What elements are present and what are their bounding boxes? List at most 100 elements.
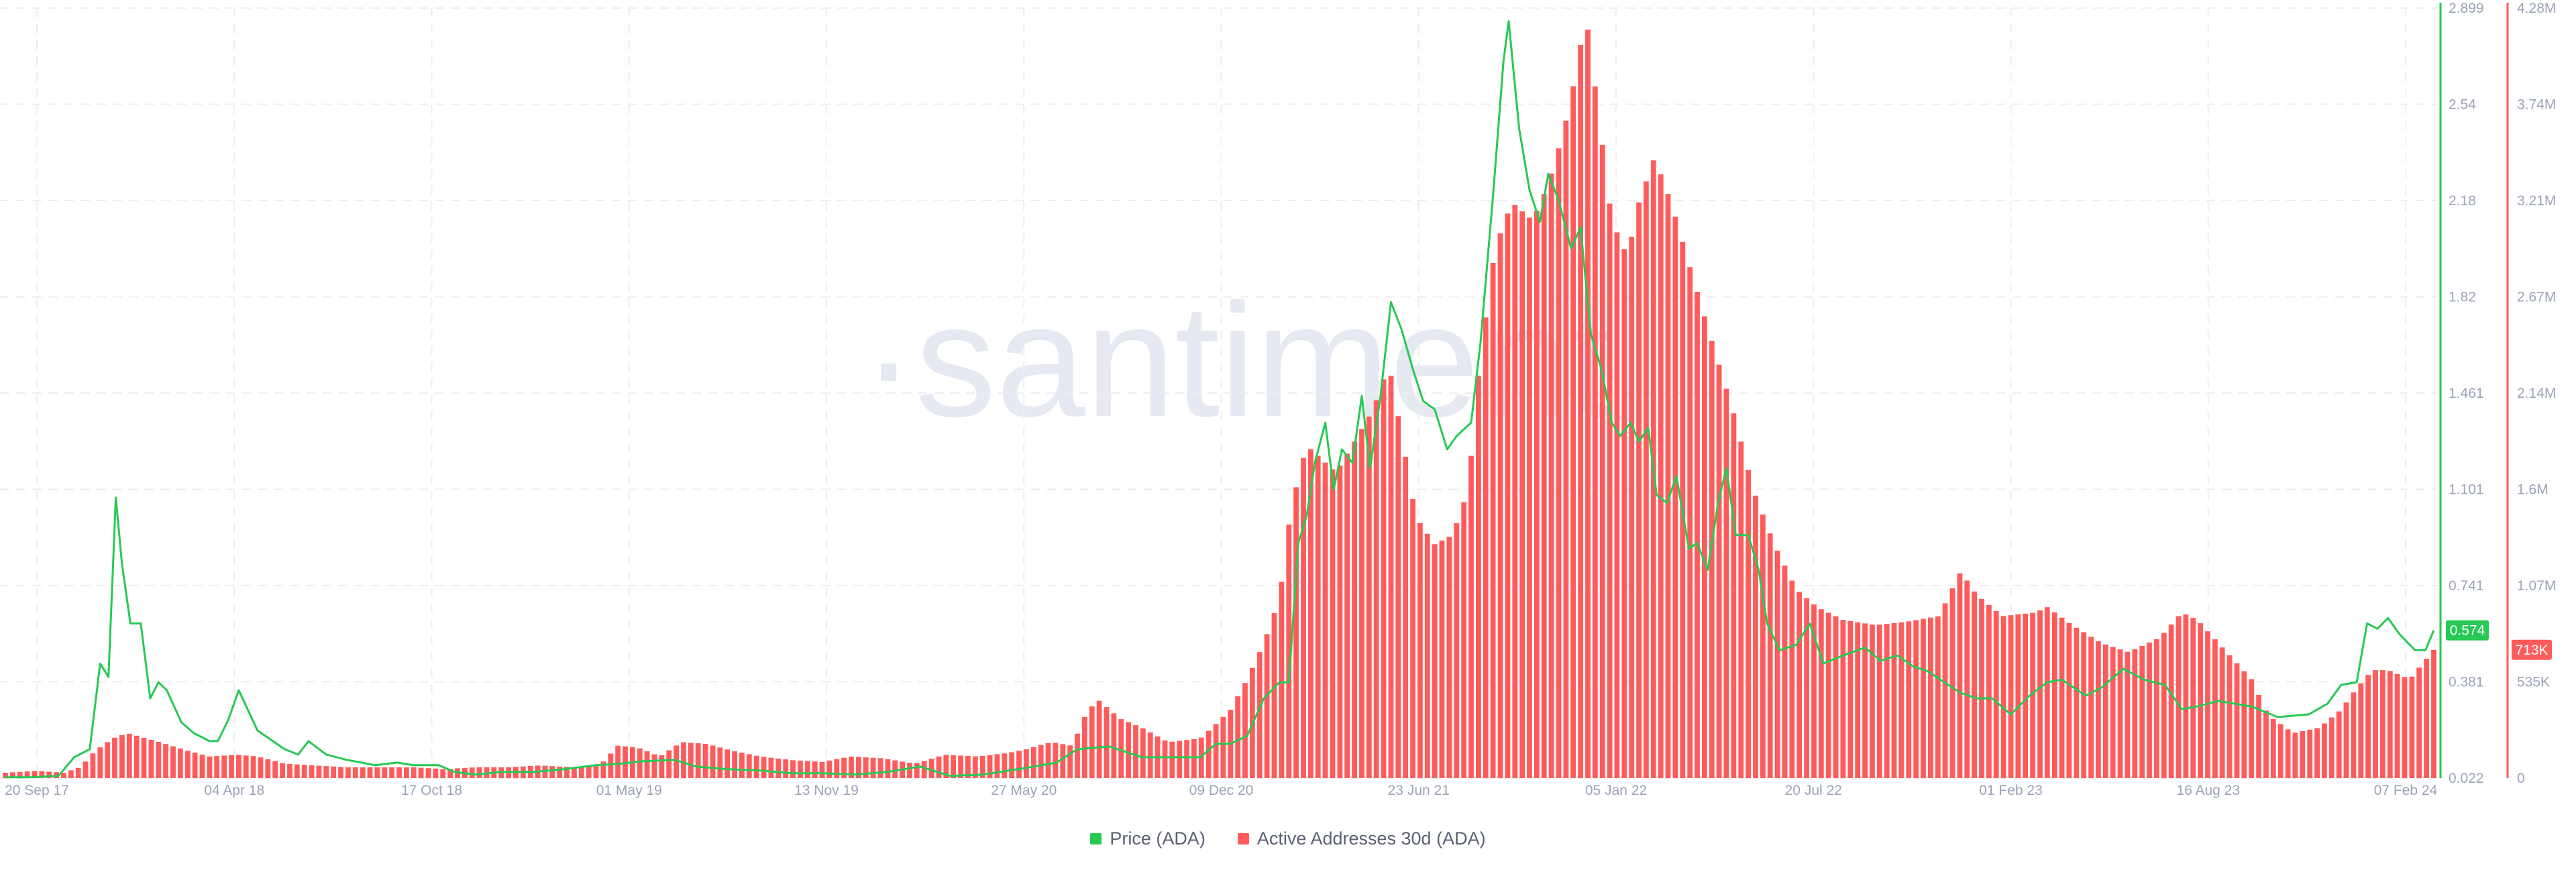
active-addresses-bar: [1016, 751, 1022, 778]
active-addresses-bar: [1870, 624, 1875, 778]
active-addresses-bar: [1840, 620, 1846, 778]
price-axis-tick-label: 2.899: [2449, 1, 2484, 16]
active-addresses-bar: [2409, 676, 2415, 778]
active-addresses-bar: [2088, 637, 2094, 778]
active-addresses-bar: [1906, 621, 1912, 778]
active-addresses-bar: [1796, 592, 1803, 778]
active-addresses-bar: [761, 757, 767, 778]
addresses-axis-tick-label: 1.6M: [2517, 482, 2548, 498]
active-addresses-bar: [1242, 683, 1248, 778]
active-addresses-bar: [294, 764, 300, 778]
active-addresses-bar: [943, 755, 949, 778]
active-addresses-bar: [207, 756, 213, 778]
active-addresses-bar: [1373, 400, 1379, 778]
price-axis-tick-label: 0.381: [2449, 675, 2484, 690]
active-addresses-bar: [1541, 194, 1547, 778]
price-current-badge: [2446, 620, 2489, 641]
x-tick-label: 04 Apr 18: [204, 783, 264, 798]
active-addresses-bar: [2176, 616, 2182, 778]
active-addresses-bar: [1833, 616, 1839, 778]
active-addresses-bar: [1140, 728, 1146, 778]
active-addresses-bar: [710, 745, 716, 778]
active-addresses-bar: [1556, 148, 1562, 778]
active-addresses-bar: [2358, 683, 2364, 778]
active-addresses-bar: [1709, 341, 1715, 778]
active-addresses-bar: [1432, 544, 1438, 778]
legend-swatch-active-addresses: [1237, 832, 1249, 844]
active-addresses-bar: [1024, 749, 1029, 778]
price-axis-tick-label: 2.54: [2449, 97, 2476, 113]
active-addresses-bar: [1002, 753, 1008, 778]
active-addresses-bar: [1410, 499, 1415, 778]
active-addresses-bar: [775, 758, 782, 778]
active-addresses-bar: [914, 763, 920, 778]
active-addresses-bar: [1855, 622, 1861, 778]
active-addresses-bar: [979, 755, 985, 778]
active-addresses-bar: [1403, 456, 1409, 778]
active-addresses-bar: [1454, 523, 1460, 778]
active-addresses-bar: [1111, 713, 1117, 778]
active-addresses-bar: [790, 760, 796, 778]
active-addresses-bar: [1315, 455, 1321, 778]
active-addresses-bar: [1096, 700, 1102, 778]
addresses-axis-tick-label: 4.28M: [2517, 1, 2556, 16]
active-addresses-bar: [849, 756, 854, 778]
active-addresses-bar: [1213, 724, 1219, 778]
active-addresses-bar: [2081, 632, 2087, 778]
x-tick-label: 27 May 20: [991, 783, 1057, 798]
active-addresses-bar: [600, 761, 606, 778]
active-addresses-bar: [572, 767, 577, 778]
active-addresses-bar: [272, 761, 278, 778]
price-axis-tick-label: 0.741: [2449, 578, 2484, 594]
active-addresses-bar: [2336, 711, 2342, 778]
active-addresses-bar: [1644, 181, 1649, 778]
active-addresses-bar: [1993, 610, 1999, 778]
active-addresses-bar: [141, 737, 147, 778]
x-tick-label: 07 Feb 24: [2374, 783, 2438, 798]
active-addresses-bar: [1847, 620, 1854, 778]
active-addresses-bar: [2307, 729, 2313, 778]
active-addresses-bar: [338, 767, 343, 778]
active-addresses-bar: [965, 756, 971, 778]
active-addresses-bar: [651, 754, 657, 778]
active-addresses-bar: [885, 759, 891, 778]
active-addresses-bar: [61, 773, 66, 778]
active-addresses-bar: [1935, 616, 1941, 778]
active-addresses-bar: [1075, 733, 1080, 778]
active-addresses-bar: [2277, 724, 2284, 778]
active-addresses-bar: [1687, 267, 1693, 778]
legend-swatch-price: [1090, 832, 1102, 844]
active-addresses-bar: [1147, 732, 1153, 778]
active-addresses-bar: [1053, 743, 1059, 778]
active-addresses-bar: [1038, 745, 1044, 778]
active-addresses-bar: [841, 757, 847, 778]
active-addresses-bar: [1483, 317, 1489, 778]
x-tick-label: 20 Jul 22: [1785, 783, 1842, 798]
active-addresses-bar: [2044, 607, 2050, 778]
active-addresses-bar: [32, 771, 38, 778]
active-addresses-bar: [739, 753, 745, 778]
active-addresses-bar: [2292, 732, 2298, 778]
active-addresses-bar: [1898, 622, 1904, 778]
active-addresses-bar: [163, 744, 168, 778]
active-addresses-bar: [199, 755, 205, 778]
legend-item-price[interactable]: Price (ADA): [1090, 828, 1205, 849]
active-addresses-bar: [1388, 376, 1394, 778]
active-addresses-bar: [2125, 651, 2131, 778]
active-addresses-bar: [746, 754, 752, 778]
active-addresses-bar: [1979, 598, 1984, 778]
active-addresses-bar: [1293, 487, 1299, 778]
active-addresses-bar: [1184, 740, 1189, 778]
active-addresses-bar: [681, 742, 686, 778]
active-addresses-bar: [1738, 441, 1744, 778]
active-addresses-bar: [133, 735, 140, 778]
active-addresses-bar: [921, 761, 927, 778]
active-addresses-bar: [68, 770, 74, 778]
active-addresses-bar: [1534, 211, 1540, 778]
addresses-axis-tick-label: 535K: [2517, 675, 2550, 690]
active-addresses-bar: [1527, 217, 1532, 778]
active-addresses-bar: [178, 748, 183, 778]
active-addresses-bar: [753, 755, 759, 778]
legend-item-active-addresses[interactable]: Active Addresses 30d (ADA): [1237, 828, 1486, 849]
